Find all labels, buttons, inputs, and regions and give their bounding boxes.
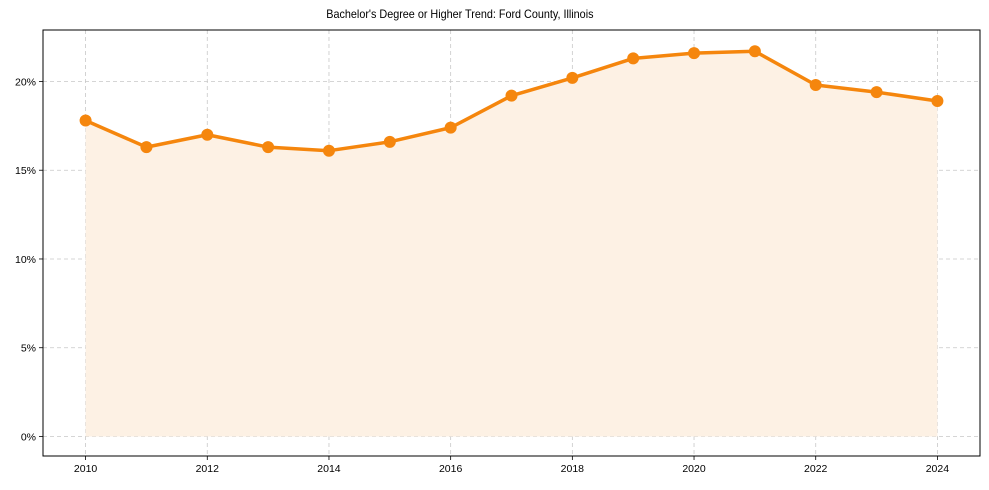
axes-frame — [42, 29, 981, 457]
data-point — [444, 121, 457, 134]
data-point — [201, 128, 214, 141]
y-tick-label: 5% — [21, 343, 36, 355]
y-axis: 0% 5% 10% 15% 20% — [15, 76, 43, 443]
data-point — [627, 52, 640, 65]
x-tick-label: 2024 — [926, 463, 950, 475]
data-point — [931, 95, 944, 107]
area-fill — [85, 51, 938, 437]
data-point — [505, 89, 518, 102]
data-point — [566, 71, 579, 84]
data-point — [383, 135, 396, 148]
data-points — [79, 45, 944, 157]
data-point — [79, 114, 92, 127]
data-point — [809, 79, 822, 92]
data-point — [748, 45, 761, 58]
data-point — [688, 47, 701, 60]
x-tick-label: 2020 — [682, 463, 706, 475]
x-axis: 2010 2012 2014 2016 2018 2020 2022 2024 — [74, 456, 949, 475]
x-tick-label: 2018 — [561, 463, 585, 475]
y-tick-label: 15% — [15, 165, 36, 177]
x-tick-label: 2012 — [196, 463, 220, 475]
x-tick-label: 2022 — [804, 463, 828, 475]
data-point — [262, 141, 275, 154]
data-point — [870, 86, 883, 99]
x-tick-label: 2014 — [317, 463, 341, 475]
y-tick-label: 0% — [21, 431, 36, 443]
data-point — [322, 144, 335, 157]
x-tick-label: 2016 — [439, 463, 463, 475]
x-tick-label: 2010 — [74, 463, 98, 475]
y-tick-label: 10% — [15, 254, 36, 266]
chart-title: Bachelor's Degree or Higher Trend: Ford … — [326, 7, 594, 21]
y-tick-label: 20% — [15, 76, 36, 88]
data-point — [140, 141, 153, 154]
